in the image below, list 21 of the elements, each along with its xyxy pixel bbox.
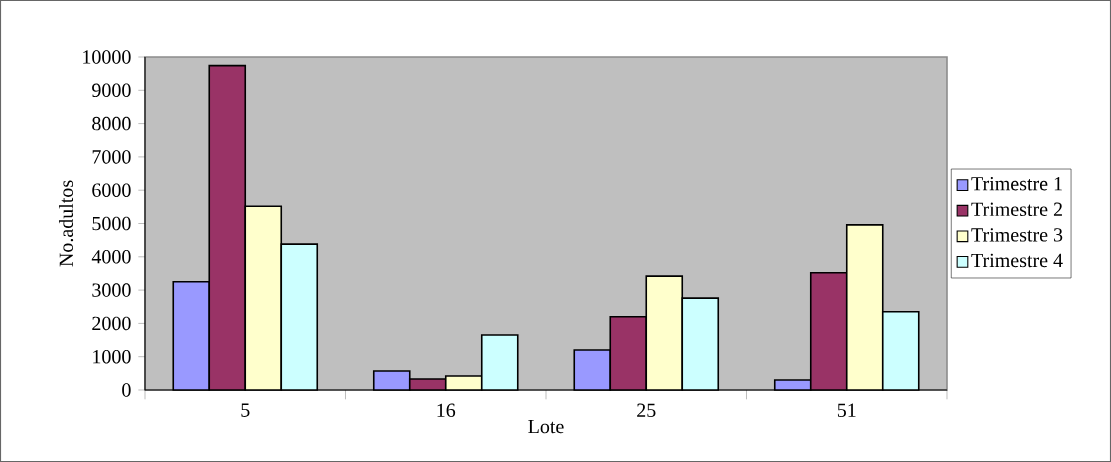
y-tick-label: 0 [122, 383, 131, 397]
y-tick-label: 4000 [91, 250, 131, 264]
x-tick-label: 25 [637, 403, 656, 418]
y-tick-label: 3000 [92, 283, 131, 297]
legend-label: Trimestre 1 [971, 177, 1062, 191]
y-axis-title: No.adultos [58, 180, 74, 267]
y-tick-label: 5000 [92, 216, 131, 231]
legend-label: Trimestre 2 [971, 202, 1062, 217]
y-tick-label: 2000 [92, 316, 131, 331]
y-tick-label: 7000 [92, 150, 131, 164]
legend-label: Trimestre 3 [971, 228, 1063, 242]
y-tick-label: 8000 [92, 116, 131, 131]
y-tick-label: 1000 [93, 349, 131, 364]
x-tick-label: 16 [437, 403, 456, 418]
y-tick-label: 9000 [92, 83, 131, 98]
x-tick-label: 5 [241, 403, 250, 417]
x-axis-title: Lote [528, 419, 564, 434]
legend-label: Trimestre 4 [971, 253, 1063, 268]
y-tick-label: 6000 [92, 183, 131, 197]
x-tick-label: 51 [837, 403, 856, 417]
y-tick-label: 10000 [83, 50, 131, 64]
